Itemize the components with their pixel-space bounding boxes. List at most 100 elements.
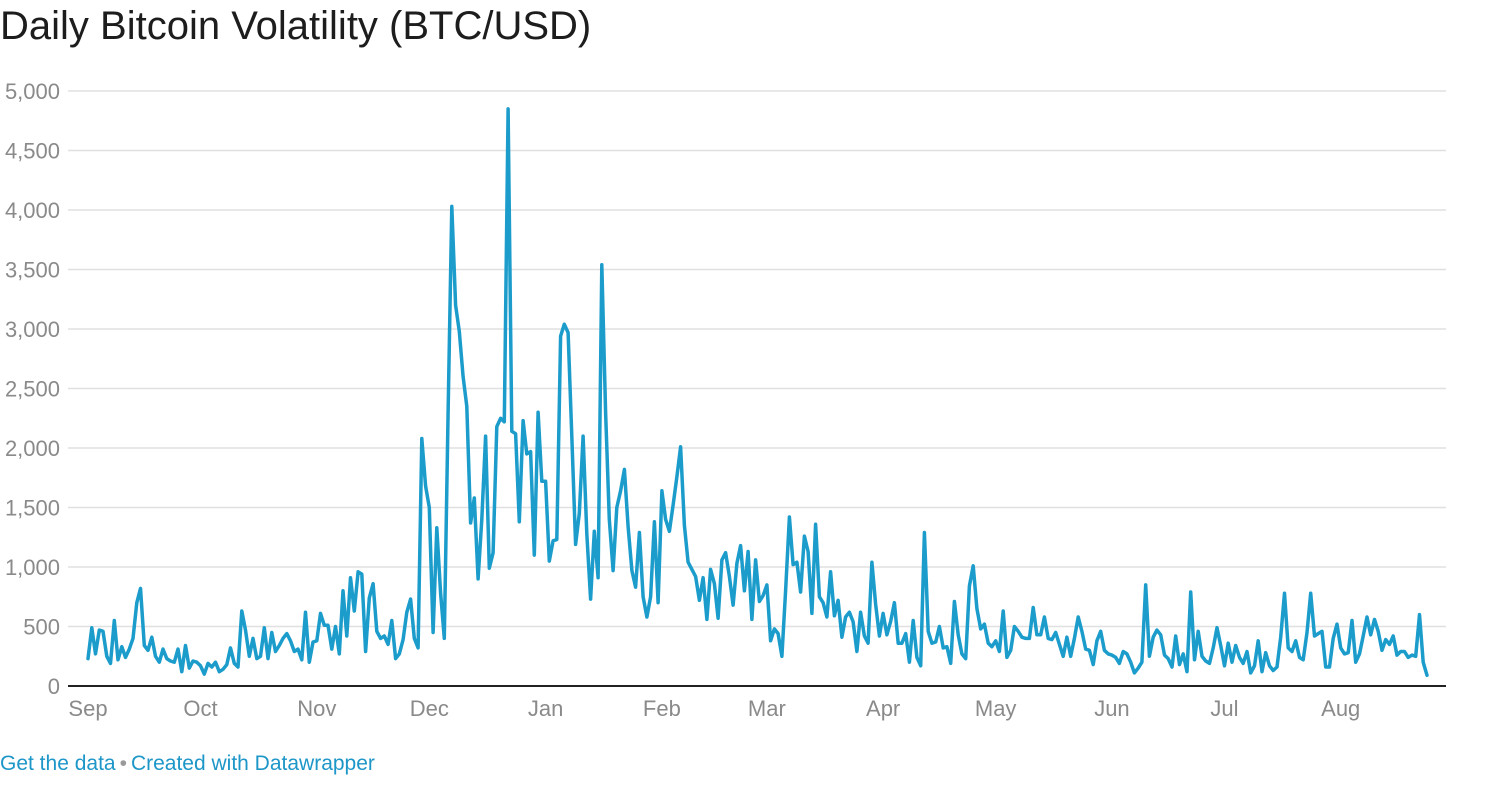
data-point	[762, 594, 765, 597]
data-point	[758, 600, 761, 603]
data-point	[675, 475, 678, 478]
data-point	[1039, 633, 1042, 636]
data-point	[109, 662, 112, 665]
get-the-data-link[interactable]: Get the data	[0, 752, 116, 775]
data-point	[694, 575, 697, 578]
data-point	[1140, 661, 1143, 664]
data-point	[180, 670, 183, 673]
data-point	[1204, 660, 1207, 663]
data-point	[413, 637, 416, 640]
data-point	[319, 612, 322, 615]
data-point	[255, 657, 258, 660]
data-point	[1043, 616, 1046, 619]
data-point	[1343, 652, 1346, 655]
data-point	[330, 648, 333, 651]
data-point	[630, 569, 633, 572]
gridlines	[68, 90, 1446, 628]
x-tick-label: Dec	[410, 696, 449, 721]
data-point	[1069, 655, 1072, 658]
data-point	[1099, 630, 1102, 633]
data-point	[207, 662, 210, 665]
data-point	[870, 561, 873, 564]
data-point	[645, 616, 648, 619]
data-point	[432, 631, 435, 634]
data-point	[165, 657, 168, 660]
data-point	[372, 582, 375, 585]
data-point	[1054, 631, 1057, 634]
data-point	[222, 668, 225, 671]
data-point	[173, 661, 176, 664]
data-point	[728, 575, 731, 578]
data-point	[889, 620, 892, 623]
data-point	[960, 652, 963, 655]
y-tick-label: 1,500	[5, 496, 60, 521]
data-point	[582, 435, 585, 438]
data-point	[1268, 664, 1271, 667]
data-point	[252, 637, 255, 640]
data-point	[342, 589, 345, 592]
data-point	[739, 544, 742, 547]
data-point	[188, 667, 191, 670]
data-point	[1253, 664, 1256, 667]
data-point	[1234, 644, 1237, 647]
data-point	[567, 331, 570, 334]
data-point	[975, 607, 978, 610]
data-point	[983, 623, 986, 626]
data-point	[522, 419, 525, 422]
data-point	[874, 602, 877, 605]
chart-footer: Get the data • Created with Datawrapper	[0, 752, 375, 776]
data-point	[473, 497, 476, 500]
data-point	[878, 635, 881, 638]
y-tick-label: 0	[48, 674, 60, 699]
data-point	[1148, 655, 1151, 658]
data-point	[240, 610, 243, 613]
data-point	[462, 375, 465, 378]
data-point	[360, 573, 363, 576]
x-tick-label: Oct	[183, 696, 217, 721]
data-point	[1411, 654, 1414, 657]
data-point	[649, 595, 652, 598]
data-point	[537, 411, 540, 414]
data-point	[1167, 657, 1170, 660]
data-point	[1418, 613, 1421, 616]
data-point	[1073, 637, 1076, 640]
data-point	[750, 618, 753, 621]
data-point	[1426, 674, 1429, 677]
data-point	[818, 595, 821, 598]
data-point	[623, 468, 626, 471]
x-tick-label: Jul	[1210, 696, 1238, 721]
footer-separator: •	[119, 752, 127, 775]
data-point	[435, 526, 438, 529]
data-point	[1317, 632, 1320, 635]
data-point	[803, 535, 806, 538]
data-point	[259, 655, 262, 658]
data-point	[1246, 650, 1249, 653]
data-point	[87, 657, 90, 660]
data-point	[957, 633, 960, 636]
data-point	[642, 595, 645, 598]
data-point	[1032, 606, 1035, 609]
data-point	[829, 570, 832, 573]
data-point	[492, 551, 495, 554]
data-point	[769, 639, 772, 642]
data-point	[1107, 652, 1110, 655]
y-axis-ticks: 0 500 1,000 1,500 2,000 2,500 3,000 3,500 4,000 4…	[5, 79, 60, 699]
data-point	[94, 652, 97, 655]
chart-title: Daily Bitcoin Volatility (BTC/USD)	[0, 4, 592, 48]
data-point	[612, 569, 615, 572]
data-point	[657, 601, 660, 604]
data-point	[1174, 635, 1177, 638]
created-with-datawrapper-link[interactable]: Created with Datawrapper	[130, 752, 375, 775]
data-point	[559, 335, 562, 338]
data-point	[282, 637, 285, 640]
data-point	[128, 648, 131, 651]
data-point	[518, 520, 521, 523]
data-point	[293, 650, 296, 653]
data-point	[237, 666, 240, 669]
data-point	[964, 657, 967, 660]
data-point	[420, 437, 423, 440]
data-point	[660, 489, 663, 492]
data-point	[600, 263, 603, 266]
data-point	[1065, 636, 1068, 639]
data-point	[979, 627, 982, 630]
